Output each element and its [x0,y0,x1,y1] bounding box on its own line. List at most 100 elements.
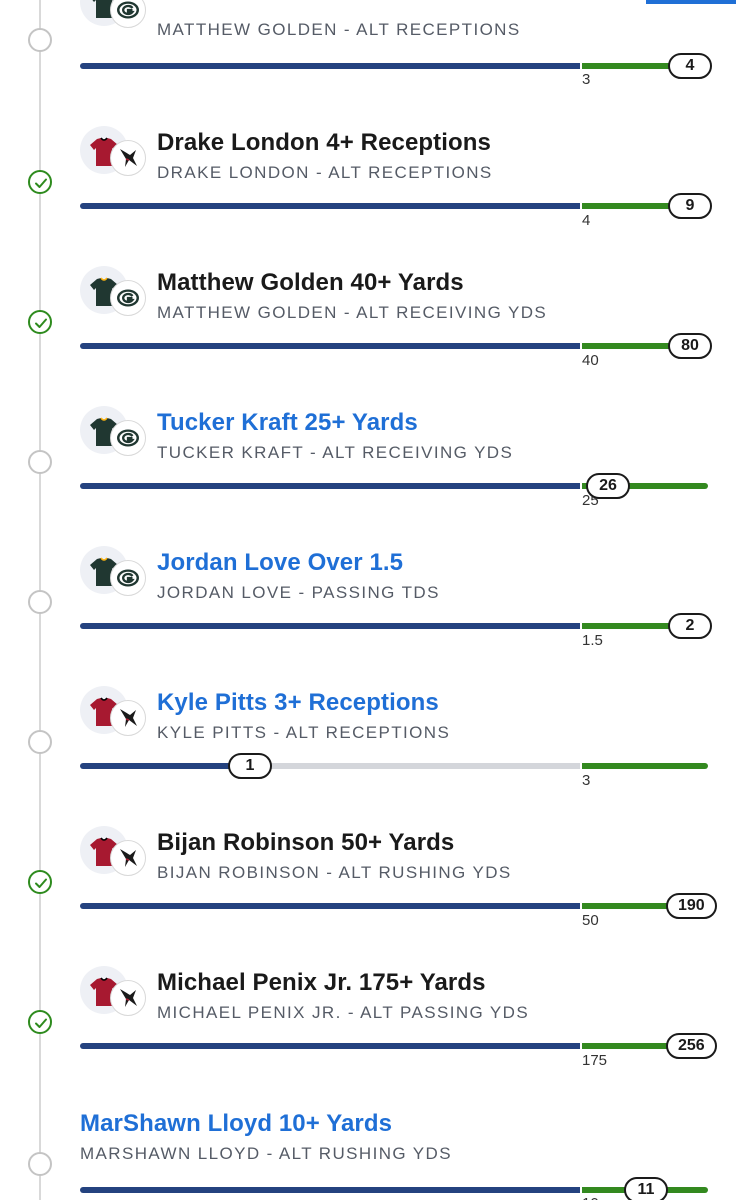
avatar [80,826,146,876]
goal-bar [582,1043,708,1049]
parlay-leg[interactable]: Jordan Love Over 1.5 JORDAN LOVE - PASSI… [0,542,736,682]
empty-circle-icon [28,730,52,754]
parlay-leg[interactable]: Drake London 4+ Receptions DRAKE LONDON … [0,122,736,262]
threshold-tick [580,621,582,631]
progress-track [80,341,708,351]
parlay-leg[interactable]: Matthew Golden 40+ Yards MATTHEW GOLDEN … [0,262,736,402]
progress-track [80,201,708,211]
leg-subtitle: JORDAN LOVE - PASSING TDS [157,583,440,602]
falcons-logo-icon [110,840,146,876]
threshold-tick [580,761,582,771]
parlay-leg[interactable]: MarShawn Lloyd 10+ Yards MARSHAWN LLOYD … [0,1102,736,1200]
threshold-label: 1.5 [582,632,603,649]
empty-circle-icon [28,590,52,614]
leg-subtitle: MARSHAWN LLOYD - ALT RUSHING YDS [80,1144,452,1163]
parlay-leg[interactable]: Michael Penix Jr. 175+ Yards MICHAEL PEN… [0,962,736,1102]
parlay-leg[interactable]: Tucker Kraft 25+ Yards TUCKER KRAFT - AL… [0,402,736,542]
actual-value-pill: 256 [666,1033,717,1059]
actual-value-pill: 26 [586,473,630,499]
packers-logo-icon [110,420,146,456]
actual-value-pill: 2 [668,613,712,639]
goal-bar [582,483,708,489]
falcons-logo-icon [110,140,146,176]
progress-track [80,481,708,491]
threshold-label: 3 [582,772,591,789]
avatar [80,266,146,316]
actual-value-pill: 4 [668,53,712,79]
threshold-tick [580,901,582,911]
threshold-tick [580,1041,582,1051]
empty-circle-icon [28,28,52,52]
leg-subtitle: MICHAEL PENIX JR. - ALT PASSING YDS [157,1003,530,1022]
progress-track [80,901,708,911]
leg-title[interactable]: Tucker Kraft 25+ Yards [157,409,418,436]
threshold-tick [580,1185,582,1195]
actual-value-pill: 80 [668,333,712,359]
leg-title[interactable]: Bijan Robinson 50+ Yards [157,829,455,856]
parlay-leg[interactable]: Kyle Pitts 3+ Receptions KYLE PITTS - AL… [0,682,736,822]
leg-title[interactable]: Drake London 4+ Receptions [157,129,492,156]
progress-track [80,621,708,631]
goal-bar [582,63,708,69]
progress-track [80,1041,708,1051]
avatar [80,966,146,1016]
packers-logo-icon [110,280,146,316]
progress-bar [80,63,580,69]
leg-subtitle: BIJAN ROBINSON - ALT RUSHING YDS [157,863,512,882]
threshold-label: 4 [582,212,591,229]
threshold-label: 50 [582,912,599,929]
progress-bar [80,1043,580,1049]
threshold-label: 175 [582,1052,608,1069]
threshold-tick [580,341,582,351]
actual-value-pill: 1 [228,753,272,779]
checkmark-circle-icon [28,870,52,894]
actual-value-pill: 9 [668,193,712,219]
threshold-label: 10 [582,1195,599,1200]
leg-title[interactable]: Kyle Pitts 3+ Receptions [157,689,439,716]
goal-bar [582,203,708,209]
threshold-tick [580,61,582,71]
threshold-label: 3 [582,71,591,88]
progress-bar [80,203,580,209]
empty-circle-icon [28,1152,52,1176]
actual-value-pill: 11 [624,1177,668,1200]
avatar [80,546,146,596]
remaining-bar [250,763,580,769]
checkmark-circle-icon [28,1010,52,1034]
checkmark-circle-icon [28,170,52,194]
leg-title[interactable]: MarShawn Lloyd 10+ Yards [80,1110,393,1137]
progress-bar [80,343,580,349]
avatar [80,406,146,456]
leg-subtitle: DRAKE LONDON - ALT RECEPTIONS [157,163,493,182]
leg-subtitle: MATTHEW GOLDEN - ALT RECEPTIONS [157,20,521,39]
leg-title[interactable]: Jordan Love Over 1.5 [157,549,404,576]
threshold-tick [580,481,582,491]
progress-bar [80,763,250,769]
falcons-logo-icon [110,700,146,736]
progress-bar [80,903,580,909]
empty-circle-icon [28,450,52,474]
progress-track [80,761,708,771]
leg-subtitle: MATTHEW GOLDEN - ALT RECEIVING YDS [157,303,548,322]
avatar [80,686,146,736]
progress-track [80,1185,708,1195]
falcons-logo-icon [110,980,146,1016]
leg-title[interactable]: Matthew Golden 40+ Yards [157,269,464,296]
progress-bar [80,483,580,489]
packers-logo-icon [110,560,146,596]
avatar [80,0,146,28]
leg-subtitle: KYLE PITTS - ALT RECEPTIONS [157,723,451,742]
parlay-leg[interactable]: Bijan Robinson 50+ Yards BIJAN ROBINSON … [0,822,736,962]
goal-bar [582,343,708,349]
progress-bar [80,1187,580,1193]
leg-subtitle: TUCKER KRAFT - ALT RECEIVING YDS [157,443,514,462]
threshold-tick [580,201,582,211]
progress-bar [80,623,580,629]
actual-value-pill: 190 [666,893,717,919]
goal-bar [582,623,708,629]
progress-track [80,61,708,71]
parlay-leg[interactable]: MATTHEW GOLDEN - ALT RECEPTIONS 3 4 [0,0,736,88]
top-accent-bar [646,0,736,4]
leg-title[interactable]: Michael Penix Jr. 175+ Yards [157,969,486,996]
checkmark-circle-icon [28,310,52,334]
